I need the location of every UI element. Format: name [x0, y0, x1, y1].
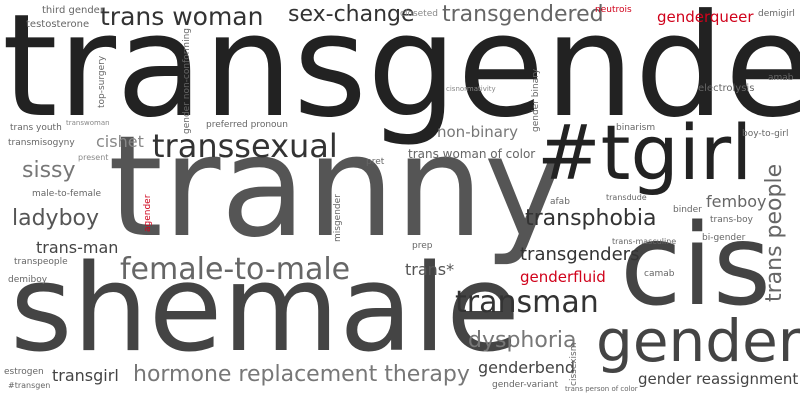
word-trans-star: trans* — [405, 260, 455, 279]
word-transdude: transdude — [606, 193, 647, 202]
word-misgender: misgender — [333, 194, 343, 242]
word-top-surgery: top-surgery — [97, 55, 107, 108]
word-cissexism: cissexism — [569, 342, 579, 387]
word-cishet: cishet — [96, 132, 144, 151]
word-cisnormativity: cisnormativity — [446, 85, 496, 93]
word-prep: prep — [412, 241, 433, 251]
word-pret: pret — [366, 157, 385, 167]
word-gender-binary: gender binary — [531, 68, 541, 132]
word-tgirl: #tgirl — [537, 108, 753, 197]
word-closeted: closeted — [400, 9, 438, 19]
word-genderbend: genderbend — [478, 358, 576, 377]
word-demiboy: demiboy — [8, 275, 48, 285]
word-transgender: transgender — [2, 0, 800, 149]
word-hormone-replacement-therapy: hormone replacement therapy — [133, 362, 470, 387]
word-testosterone: testosterone — [26, 19, 90, 30]
word-transgendered: transgendered — [442, 2, 604, 27]
word-neutrois: neutrois — [595, 5, 632, 15]
word-electrolysis: electrolysis — [698, 83, 755, 94]
word-transwoman: transwoman — [66, 119, 110, 127]
word-gender-reassignment: gender reassignment — [638, 370, 799, 388]
word-transpeople: transpeople — [14, 257, 68, 267]
word-camab: camab — [644, 269, 675, 279]
word-amab: amab — [768, 73, 794, 83]
word-agender: agender — [143, 194, 153, 232]
word-boy-to-girl: boy-to-girl — [742, 129, 789, 139]
word-bi-gender: bi-gender — [702, 233, 746, 243]
word-transman: transman — [455, 285, 599, 320]
word-third-gender: third gender — [42, 5, 104, 16]
word-shemale: shemale — [10, 240, 520, 379]
word-transgen: #transgen — [8, 381, 51, 390]
word-non-binary: non-binary — [437, 123, 519, 141]
word-sissy: sissy — [22, 158, 76, 183]
word-afab: afab — [550, 197, 570, 207]
word-genderfluid: genderfluid — [520, 268, 606, 286]
word-trans-woman: trans woman — [100, 2, 264, 31]
word-transgirl: transgirl — [52, 366, 119, 385]
word-transsexual: transsexual — [152, 127, 338, 165]
word-trans-masculine: trans-masculine — [612, 237, 677, 246]
word-binder: binder — [673, 205, 702, 215]
word-sex-change: sex-change — [288, 2, 415, 27]
word-trans-person-of-color: trans person of color — [565, 385, 638, 393]
word-present: present — [78, 153, 109, 162]
word-cis: cis — [620, 201, 772, 331]
word-demigirl: demigirl — [758, 9, 795, 19]
word-trans-people: trans people — [762, 163, 787, 302]
word-female-to-male: female-to-male — [120, 252, 351, 287]
word-transmisogyny: transmisogyny — [8, 138, 75, 148]
word-preferred-pronoun: preferred pronoun — [206, 120, 288, 130]
word-transphobia: transphobia — [525, 206, 657, 231]
word-femboy: femboy — [706, 192, 767, 211]
word-gender-non-conforming: gender non-conforming — [182, 28, 192, 134]
word-transgenders: transgenders — [520, 244, 640, 265]
word-trans-woman-of-color: trans woman of color — [408, 147, 536, 161]
word-gender-variant: gender-variant — [492, 380, 559, 390]
word-ladyboy: ladyboy — [12, 206, 100, 231]
word-dysphoria: dysphoria — [468, 328, 577, 353]
word-tranny: tranny — [108, 106, 567, 269]
word-male-to-female: male-to-female — [32, 189, 102, 199]
word-genderqueer: genderqueer — [657, 8, 754, 26]
word-estrogen: estrogen — [4, 367, 44, 377]
word-gender: gender — [596, 307, 800, 375]
word-trans-man: trans-man — [36, 238, 119, 257]
word-binarism: binarism — [616, 123, 656, 133]
word-trans-boy: trans-boy — [710, 215, 753, 225]
word-trans-youth: trans youth — [10, 123, 62, 133]
